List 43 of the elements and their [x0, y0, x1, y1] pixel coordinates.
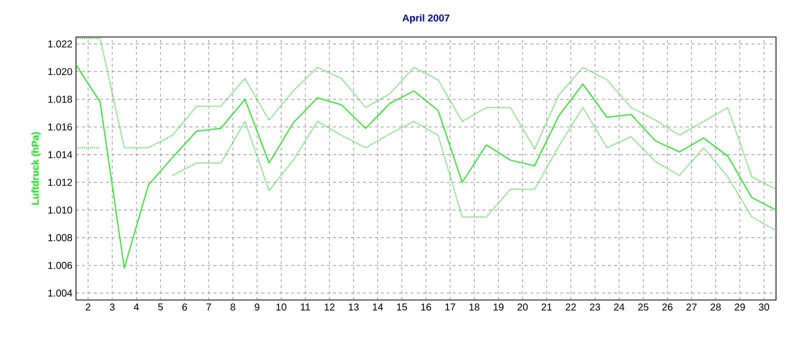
y-tick-label: 1.014 — [48, 151, 72, 158]
x-tick-label: 18 — [470, 304, 480, 311]
x-tick-label: 29 — [734, 304, 745, 311]
x-tick-label: 12 — [324, 304, 334, 310]
x-tick-label: 4 — [134, 304, 139, 310]
x-tick-label: 2 — [86, 304, 90, 310]
x-tick-label: 27 — [686, 304, 697, 310]
y-tick-label: 1.022 — [48, 40, 72, 48]
x-tick-label: 11 — [300, 304, 310, 310]
x-tick-label: 9 — [254, 304, 260, 311]
line-series — [76, 38, 776, 190]
x-tick-label: 22 — [566, 304, 576, 310]
y-tick-label: 1.010 — [48, 206, 72, 214]
y-tick-label: 1.016 — [48, 123, 72, 130]
x-tick-label: 3 — [110, 304, 115, 311]
chart-title: April 2007 — [402, 14, 450, 24]
x-tick-label: 23 — [590, 304, 600, 311]
x-tick-label: 28 — [710, 304, 721, 311]
x-tick-label: 30 — [758, 304, 770, 311]
x-tick-label: 13 — [348, 304, 359, 311]
x-tick-label: 16 — [421, 304, 432, 311]
x-tick-label: 7 — [206, 304, 212, 310]
x-tick-label: 21 — [542, 304, 552, 310]
y-tick-label: 1.006 — [48, 262, 72, 269]
x-tick-label: 5 — [158, 304, 163, 310]
x-tick-label: 15 — [397, 304, 407, 310]
y-tick-label: 1.012 — [48, 178, 72, 186]
y-tick-label: 1.018 — [48, 96, 72, 103]
y-tick-label: 1.008 — [48, 234, 72, 242]
y-axis-title: Luftdruck (hPa) — [31, 132, 41, 205]
x-tick-label: 25 — [638, 304, 648, 311]
line-series — [76, 64, 776, 269]
x-tick-label: 26 — [662, 304, 672, 311]
x-tick-label: 10 — [276, 304, 286, 311]
y-tick-label: 1.004 — [48, 290, 72, 297]
x-tick-label: 17 — [445, 304, 456, 310]
x-tick-label: 20 — [518, 304, 528, 311]
x-tick-label: 6 — [182, 304, 187, 311]
x-tick-label: 8 — [230, 304, 236, 311]
y-tick-label: 1.020 — [48, 68, 72, 76]
x-tick-label: 19 — [494, 304, 504, 311]
x-tick-label: 24 — [614, 304, 624, 310]
x-tick-label: 14 — [372, 304, 383, 310]
